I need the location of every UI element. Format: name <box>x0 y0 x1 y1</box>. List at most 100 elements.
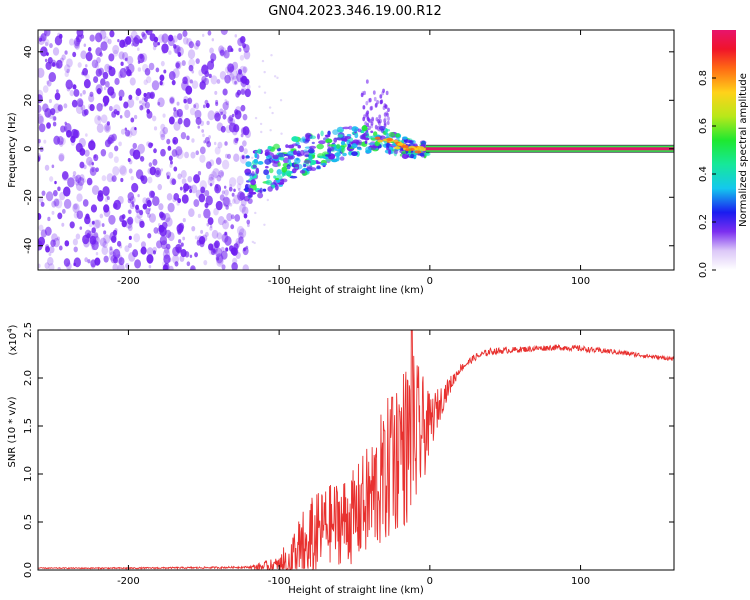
noise-blob <box>38 67 45 78</box>
trace-blob <box>263 169 270 176</box>
noise-blob <box>215 157 222 165</box>
noise-blob <box>86 177 93 186</box>
core-blob <box>394 146 401 150</box>
trace-blob <box>309 159 317 166</box>
noise-blob <box>224 141 228 146</box>
noise-blob <box>94 257 101 266</box>
noise-blob <box>64 64 71 73</box>
noise-blob <box>146 199 152 208</box>
noise-blob <box>214 240 220 249</box>
noise-blob <box>247 223 250 228</box>
noise-blob <box>132 142 138 150</box>
noise-blob <box>243 247 246 252</box>
noise-blob <box>218 170 225 178</box>
noise-blob <box>186 135 190 141</box>
noise-blob <box>148 162 153 168</box>
colorbar-tick-label: 0.8 <box>698 70 709 86</box>
noise-blob <box>217 141 223 149</box>
noise-blob <box>101 103 104 107</box>
noise-blob <box>67 177 75 188</box>
trace-blob <box>285 144 289 148</box>
noise-blob <box>107 86 115 96</box>
noise-blob <box>127 198 132 204</box>
noise-dot <box>266 198 270 202</box>
trace-blob <box>311 141 315 145</box>
noise-blob <box>161 33 169 44</box>
noise-blob <box>94 114 102 125</box>
noise-blob <box>229 66 234 72</box>
noise-blob <box>120 128 126 135</box>
noise-blob <box>191 138 195 143</box>
noise-blob <box>119 215 125 223</box>
noise-blob <box>241 155 245 160</box>
noise-blob <box>57 104 63 112</box>
noise-blob <box>178 239 182 244</box>
noise-blob <box>220 246 225 253</box>
noise-blob <box>242 113 248 121</box>
noise-blob <box>103 36 109 44</box>
noise-blob <box>91 59 99 69</box>
noise-blob <box>223 50 230 59</box>
noise-blob <box>225 153 229 159</box>
noise-blob <box>188 208 195 218</box>
noise-blob <box>130 117 135 123</box>
noise-dot <box>254 211 257 215</box>
trace-blob <box>361 125 368 132</box>
trace-blob <box>265 149 269 155</box>
trace-blob <box>301 136 306 142</box>
noise-blob <box>38 138 41 144</box>
noise-blob <box>231 198 236 205</box>
noise-blob <box>203 260 208 266</box>
trace-blob <box>351 151 358 157</box>
noise-blob <box>185 85 193 95</box>
trace-blob <box>257 161 264 165</box>
noise-blob <box>150 142 154 147</box>
noise-blob <box>146 254 154 264</box>
noise-blob <box>96 87 102 95</box>
noise-blob <box>132 249 139 258</box>
trace-blob <box>272 154 279 160</box>
noise-blob <box>100 114 108 124</box>
trace-blob <box>348 125 353 130</box>
noise-blob <box>40 229 47 238</box>
noise-blob <box>210 243 219 253</box>
spectrogram-x-tick-label: 0 <box>427 276 433 287</box>
noise-blob <box>228 177 237 187</box>
noise-blob <box>214 110 220 118</box>
noise-blob <box>215 247 223 258</box>
noise-blob <box>239 203 246 213</box>
noise-dot <box>259 122 263 126</box>
plume-blob <box>374 102 378 108</box>
noise-blob <box>102 95 110 105</box>
trace-blob <box>319 155 324 159</box>
noise-blob <box>58 33 63 39</box>
noise-blob <box>233 153 240 162</box>
noise-blob <box>154 167 162 178</box>
noise-blob <box>226 69 232 76</box>
noise-blob <box>157 101 161 106</box>
noise-blob <box>181 178 187 185</box>
noise-blob <box>223 219 227 224</box>
noise-blob <box>140 241 146 249</box>
noise-blob <box>63 258 71 267</box>
noise-blob <box>167 145 172 151</box>
noise-blob <box>183 117 191 128</box>
noise-dot <box>279 98 283 102</box>
noise-blob <box>88 160 94 168</box>
core-blob <box>374 136 381 140</box>
noise-blob <box>79 93 83 97</box>
spectrogram-x-tick-label: 100 <box>571 276 590 287</box>
plume-blob <box>366 122 370 128</box>
noise-blob <box>103 230 107 235</box>
noise-blob <box>163 254 171 264</box>
noise-blob <box>79 174 85 181</box>
noise-blob <box>56 236 60 241</box>
noise-blob <box>201 64 209 75</box>
noise-blob <box>238 145 244 153</box>
noise-blob <box>133 233 141 243</box>
noise-blob <box>71 99 78 108</box>
noise-blob <box>108 66 116 77</box>
spectrogram-x-tick-label: -100 <box>268 276 291 287</box>
noise-blob <box>45 191 54 202</box>
trace-blob <box>355 139 363 146</box>
